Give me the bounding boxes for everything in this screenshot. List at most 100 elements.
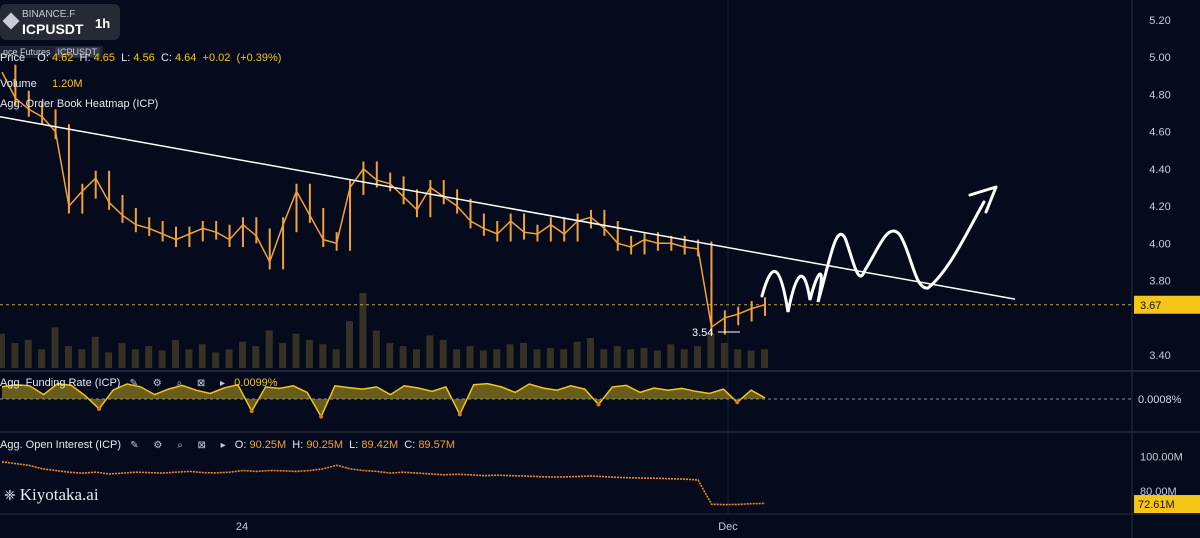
funding-negative-point (735, 400, 740, 405)
low-marker-value: 3.54 (692, 327, 713, 339)
volume-bar (720, 343, 728, 368)
price-tick-label: 3.40 (1149, 350, 1170, 362)
time-tick-label: 24 (236, 521, 248, 533)
high-label: H: (79, 52, 91, 64)
funding-negative-point (596, 402, 601, 407)
funding-negative-point (457, 412, 462, 417)
funding-legend[interactable]: Agg. Funding Rate (ICP) ✎ ⚙ ⌕ ⊠ ▸ 0.0099… (0, 377, 278, 389)
volume-bar (292, 333, 300, 368)
projection-arrow-head (968, 185, 998, 214)
price-layer: 3.54 (0, 64, 1132, 339)
volume-bar (265, 330, 273, 368)
volume-bar (225, 349, 233, 368)
volume-bar (38, 349, 46, 368)
volume-bar (546, 348, 554, 368)
price-legend[interactable]: Price O: 4.62 H: 4.65 L: 4.56 C: 4.64 +0… (0, 52, 281, 64)
volume-bar (131, 349, 139, 368)
volume-bar (533, 349, 541, 368)
volume-bar (198, 344, 206, 368)
price-tick-label: 4.40 (1149, 164, 1170, 176)
brand-logo-icon: ❈ (4, 489, 16, 504)
oi-line (1, 461, 766, 506)
volume-bar (145, 346, 153, 368)
oi-open-label: O: (234, 439, 247, 451)
volume-bar (506, 344, 514, 368)
low-value: 4.56 (133, 52, 155, 64)
volume-bar (613, 346, 621, 368)
funding-legend-value: 0.0099% (234, 377, 278, 389)
volume-bar (640, 348, 648, 368)
market-subtitle-text: nce Futures (3, 47, 51, 57)
oi-low-label: L: (349, 439, 359, 451)
volume-bar (185, 349, 193, 368)
oi-close-label: C: (404, 439, 416, 451)
funding-line (1, 382, 766, 419)
volume-layer (0, 293, 768, 368)
funding-area (2, 383, 765, 417)
volume-bar (51, 327, 59, 368)
price-tick-label: 5.20 (1149, 15, 1170, 27)
price-tick-label: 3.80 (1149, 276, 1170, 288)
oi-layer (1, 461, 766, 506)
volume-bar (493, 349, 501, 368)
volume-bar (91, 336, 99, 368)
market-subtitle-exchange: ICPUSDT (54, 47, 101, 57)
funding-negative-point (97, 406, 102, 411)
volume-bar (453, 349, 461, 368)
volume-bar (386, 343, 394, 368)
price-tick-label: 4.60 (1149, 127, 1170, 139)
volume-legend[interactable]: Volume 1.20M (0, 78, 83, 90)
open-label: O: (37, 52, 49, 64)
volume-bar (653, 350, 661, 368)
low-label: L: (121, 52, 131, 64)
oi-tick-label: 100.00M (1140, 452, 1183, 464)
change-value: +0.02 (202, 52, 231, 64)
oi-high-label: H: (292, 439, 304, 451)
heatmap-legend[interactable]: Agg. Order Book Heatmap (ICP) (0, 98, 158, 110)
oi-current-tag (1134, 495, 1200, 514)
trendline (0, 116, 1016, 300)
timeframe-button[interactable]: 1h (95, 16, 111, 31)
volume-bar (466, 346, 474, 368)
brand-name: Kiyotaka.ai (19, 485, 99, 504)
price-tick-label: 4.20 (1149, 201, 1170, 213)
price-tick-label: 4.00 (1149, 238, 1170, 250)
volume-bar (279, 343, 287, 368)
oi-legend[interactable]: Agg. Open Interest (ICP) ✎ ⚙ ⌕ ⊠ ▸ O: 90… (0, 439, 455, 451)
brand-watermark: ❈ Kiyotaka.ai (4, 485, 99, 505)
oi-close-value: 89.57M (418, 439, 456, 451)
drawing-layer (0, 116, 1016, 313)
high-value: 4.65 (93, 52, 116, 64)
volume-bar (586, 338, 594, 368)
price-axis-bg (1132, 0, 1200, 538)
current-price-value: 3.67 (1140, 300, 1161, 312)
price-legend-label: Price (0, 52, 26, 64)
funding-negative-point (249, 409, 254, 414)
current-price-tag (1134, 295, 1200, 314)
axis-layer: 5.20 5.00 4.80 4.60 4.40 4.20 4.00 3.80 3.40 3.67… (236, 15, 1200, 533)
volume-bar (105, 352, 113, 368)
time-tick-label: Dec (718, 521, 738, 533)
funding-tick-label: 0.0008% (1138, 394, 1182, 406)
volume-bar (158, 350, 166, 368)
volume-bar (560, 349, 568, 368)
projection-arrow-path (760, 200, 986, 313)
volume-bar (520, 343, 528, 368)
volume-legend-label: Volume (0, 78, 37, 90)
indicator-settings-icons[interactable]: ✎ ⚙ ⌕ ⊠ ▸ (129, 378, 232, 389)
volume-bar (24, 339, 32, 368)
volume-bar (627, 349, 635, 368)
ticker-badge[interactable]: BINANCE.F ICPUSDT 1h (0, 4, 120, 40)
price-tick-label: 5.00 (1149, 52, 1170, 64)
funding-layer (0, 382, 1132, 419)
oi-settings-icons[interactable]: ✎ ⚙ ⌕ ⊠ ▸ (130, 440, 232, 451)
price-series-line (1, 71, 766, 329)
change-pct-value: (+0.39%) (236, 52, 282, 64)
volume-bar (0, 333, 5, 368)
oi-current-value: 72.61M (1138, 499, 1175, 511)
volume-bar (252, 346, 260, 368)
close-value: 4.64 (175, 52, 197, 64)
oi-low-value: 89.42M (361, 439, 399, 451)
